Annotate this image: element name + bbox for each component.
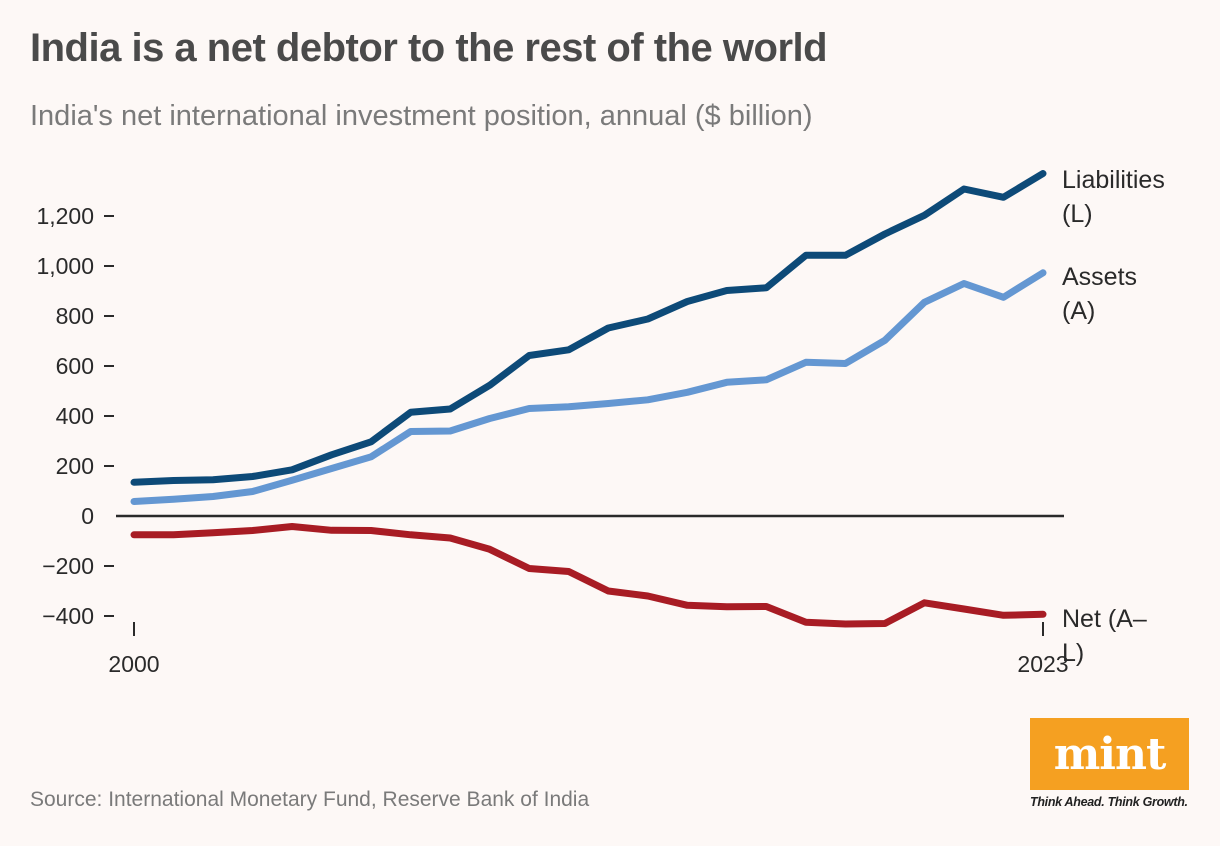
y-tick-label: 0 — [81, 503, 94, 529]
series-labels: Liabilities (L) Assets (A) Net (A– L) — [1062, 166, 1165, 667]
series-line-assets — [130, 269, 1047, 505]
series-label-line: L) — [1062, 639, 1084, 667]
series-label-line: (A) — [1062, 297, 1095, 325]
series-label-line: Liabilities — [1062, 166, 1165, 194]
y-tick-label: 1,200 — [36, 203, 94, 229]
series-layer — [130, 170, 1047, 628]
series-label-line: Net (A– — [1062, 605, 1147, 633]
x-tick-label: 2023 — [1017, 651, 1068, 677]
source-note: Source: International Monetary Fund, Res… — [30, 788, 590, 811]
logo-word: mint — [1053, 728, 1167, 780]
series-label-line: Assets — [1062, 263, 1137, 291]
y-tick-label: 600 — [56, 353, 94, 379]
y-tick-label: 400 — [56, 403, 94, 429]
chart-subtitle: India's net international investment pos… — [30, 100, 813, 132]
y-tick-label: −400 — [42, 603, 94, 629]
x-axis: 2000 2023 — [108, 622, 1069, 677]
x-tick-label: 2000 — [108, 651, 159, 677]
y-axis: −400 −200 0 200 400 600 800 1,000 1,200 — [36, 203, 1064, 629]
chart-title: India is a net debtor to the rest of the… — [30, 26, 828, 70]
logo-tagline: Think Ahead. Think Growth. — [1030, 795, 1188, 809]
mint-logo: mint — [1030, 718, 1189, 790]
series-line-liabilities — [130, 170, 1047, 486]
y-tick-label: −200 — [42, 553, 94, 579]
series-label-line: (L) — [1062, 200, 1093, 228]
y-tick-label: 1,000 — [36, 253, 94, 279]
y-tick-label: 800 — [56, 303, 94, 329]
series-line-net — [130, 523, 1047, 628]
y-tick-label: 200 — [56, 453, 94, 479]
